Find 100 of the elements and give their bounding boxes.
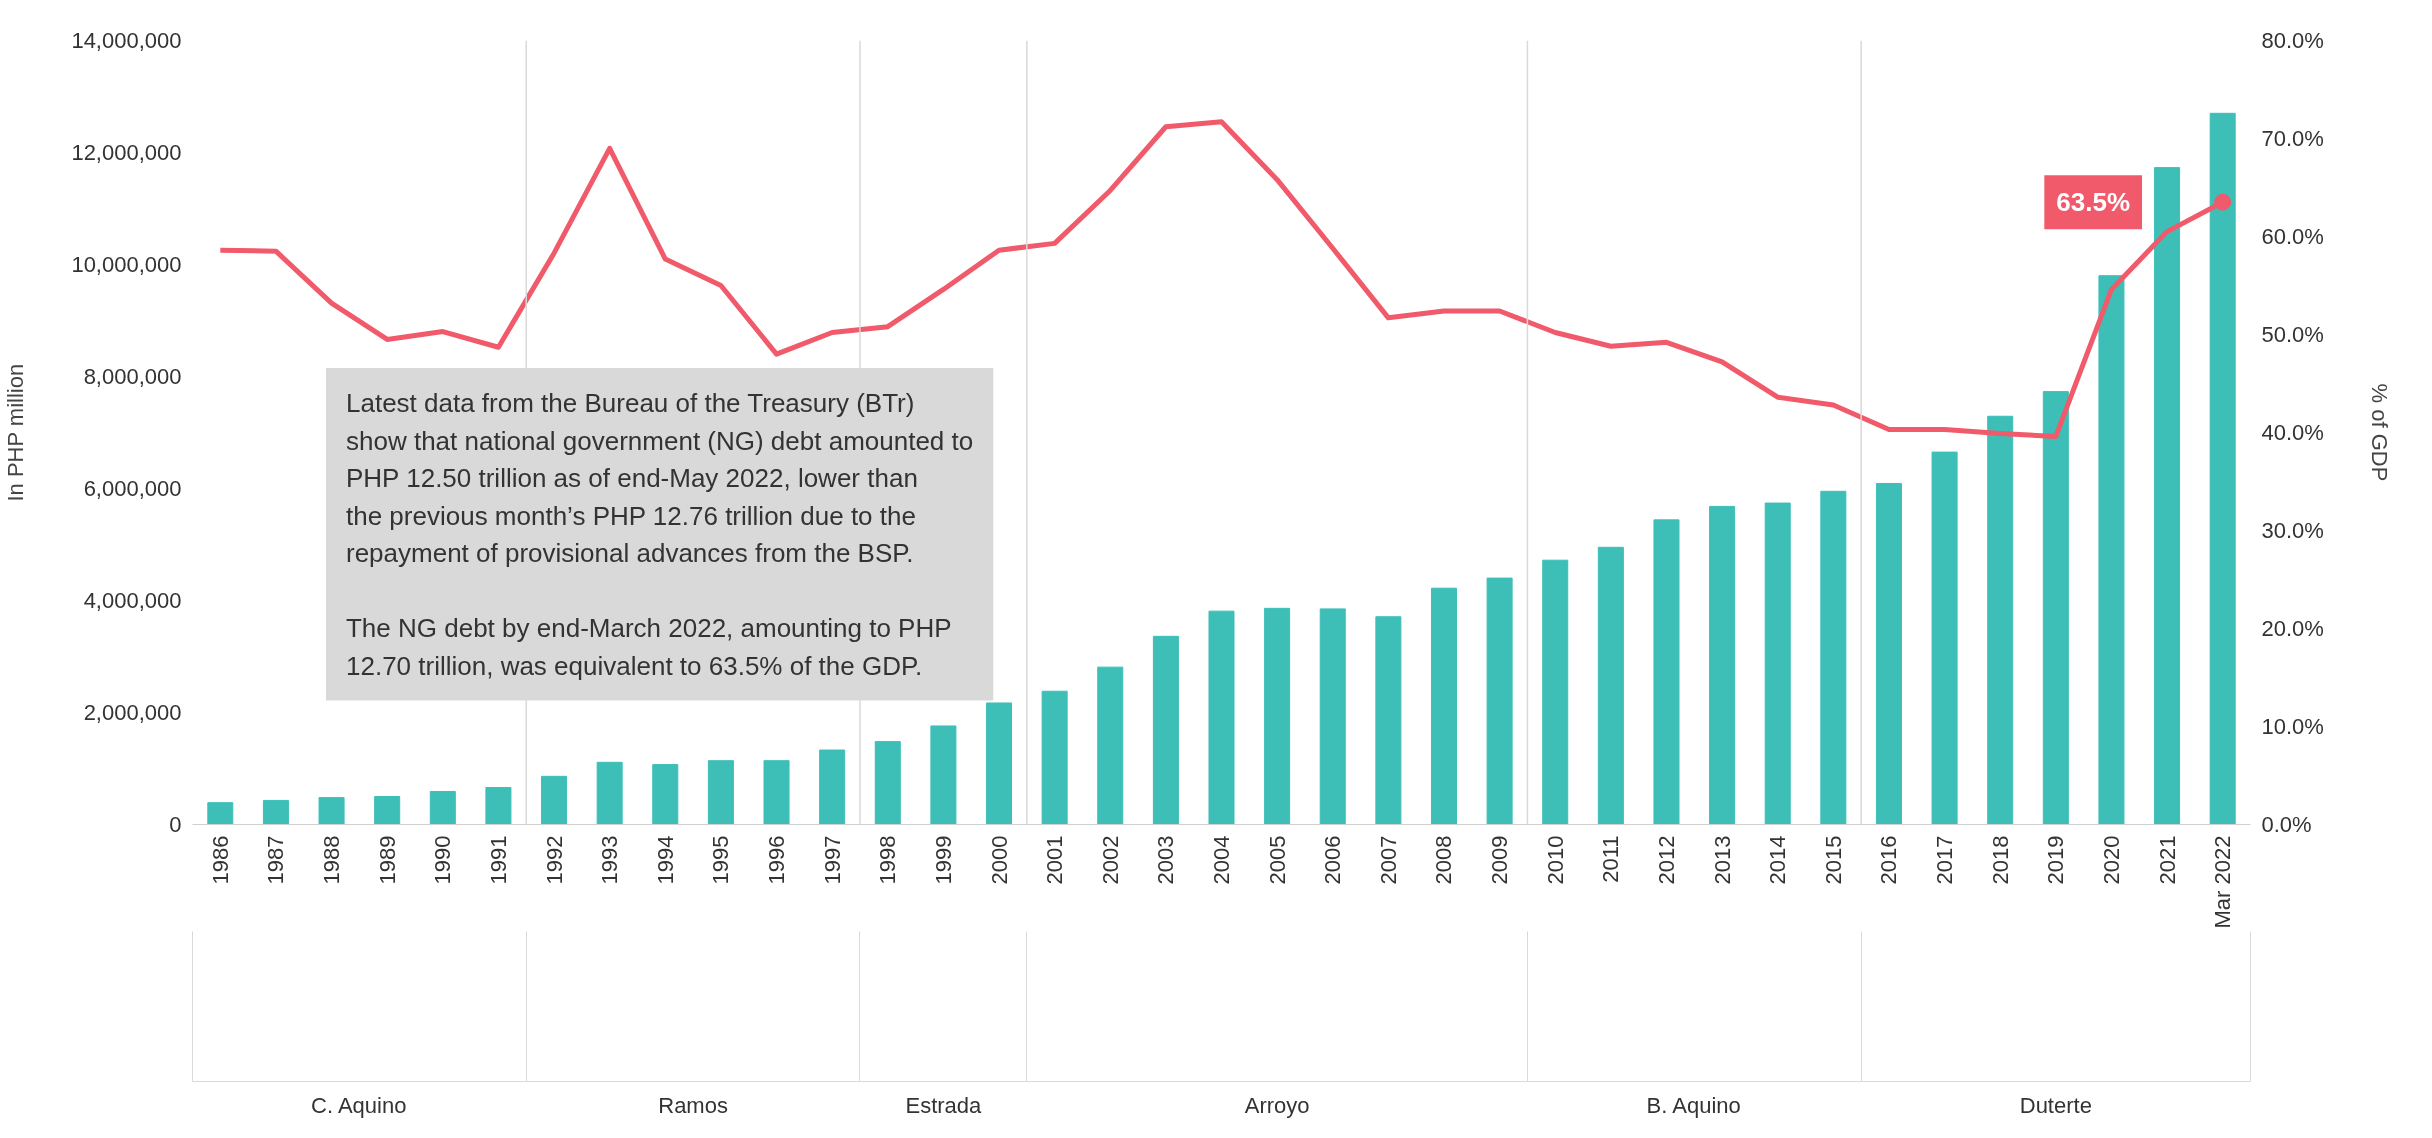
x-tick-label: 2000 — [986, 835, 1012, 885]
x-tick-label: 1992 — [541, 835, 567, 885]
bar — [429, 790, 456, 825]
bar — [596, 761, 623, 825]
x-tick-label: 2008 — [1431, 835, 1457, 885]
bar — [1542, 559, 1569, 825]
x-tick-label: 2006 — [1320, 835, 1346, 885]
x-tick-label: 2001 — [1042, 835, 1068, 885]
bar — [1597, 546, 1624, 825]
x-tick-label: 1997 — [819, 835, 845, 885]
bar — [1875, 482, 1902, 825]
y-tick-label: 12,000,000 — [71, 140, 182, 165]
bar — [262, 799, 289, 825]
y-tick-label: 10,000,000 — [71, 252, 182, 277]
y2-tick-label: 50.0% — [2261, 322, 2324, 347]
x-tick-label: 2014 — [1765, 835, 1791, 885]
text: Duterte — [2019, 1092, 2092, 1118]
bar — [819, 749, 846, 825]
x-tick-label: 2019 — [2043, 835, 2069, 885]
bar — [2154, 167, 2181, 825]
x-tick-label: 1991 — [485, 835, 511, 885]
y2-tick-label: 70.0% — [2261, 126, 2324, 151]
bar — [541, 775, 568, 825]
bar — [2042, 391, 2069, 825]
x-tick-label: 2012 — [1653, 835, 1679, 885]
x-tick-label: 2021 — [2154, 835, 2180, 885]
text: Ramos — [658, 1092, 728, 1118]
x-tick-label: 2015 — [1820, 835, 1846, 885]
x-tick-label: 1998 — [875, 835, 901, 885]
bar — [1486, 577, 1513, 825]
bar — [2209, 112, 2236, 825]
x-tick-label: 1986 — [207, 835, 233, 885]
x-tick-label: 1993 — [597, 835, 623, 885]
y2-tick-label: 30.0% — [2261, 518, 2324, 543]
x-tick-label: 2010 — [1542, 835, 1568, 885]
bar — [1764, 502, 1791, 825]
bar — [1430, 587, 1457, 825]
bar — [1709, 505, 1736, 825]
y-tick-label: 8,000,000 — [83, 364, 182, 389]
x-tick-label: 1999 — [930, 835, 956, 885]
x-tick-label: 1988 — [319, 835, 345, 885]
y2-tick-label: 80.0% — [2261, 28, 2324, 53]
x-tick-label: 1994 — [652, 835, 678, 885]
bar — [1931, 451, 1958, 825]
bar — [207, 802, 234, 825]
y2-tick-label: 20.0% — [2261, 616, 2324, 641]
annotation: Latest data from the Bureau of the Treasury (BTr) show that national government (NG) debt amounted to PHP 12.50 trillion as of end-May 2022, lower than the previous month’s PHP 12.76 trillion due to the repayment of provisional advances from the BSP. — [345, 388, 974, 569]
y2-tick-label: 40.0% — [2261, 420, 2324, 445]
x-tick-label: 2011 — [1598, 835, 1624, 883]
bar — [1264, 607, 1291, 825]
x-tick-label: 2009 — [1487, 835, 1513, 885]
x-tick-label: 2005 — [1264, 835, 1290, 885]
bar — [652, 764, 679, 825]
bar — [874, 741, 901, 825]
text: Estrada — [905, 1092, 983, 1118]
annotation: The NG debt by end-March 2022, amounting to PHP 12.70 trillion, was equivalent to 63.5% of the GDP. — [345, 613, 952, 681]
x-tick-label: 2018 — [1987, 835, 2013, 885]
x-tick-label: 1990 — [430, 835, 456, 885]
bar — [1041, 690, 1068, 825]
x-tick-label: 2004 — [1209, 835, 1234, 885]
bar — [318, 797, 345, 825]
y-axis-title: In PHP million — [3, 363, 29, 502]
x-tick-label: 2007 — [1375, 835, 1401, 885]
x-tick-label: 1987 — [263, 835, 289, 885]
bar — [1152, 635, 1179, 825]
y-tick-label: 6,000,000 — [83, 476, 182, 501]
bar — [986, 702, 1013, 825]
bar — [763, 760, 790, 825]
bar — [707, 760, 734, 825]
y-tick-label: 0 — [169, 812, 182, 837]
x-tick-label: Mar 2022 — [2210, 835, 2236, 929]
text: C. Aquino — [311, 1092, 407, 1118]
bar — [1375, 616, 1402, 825]
bar — [1653, 519, 1680, 825]
x-tick-label: 1989 — [374, 835, 400, 885]
y-tick-label: 4,000,000 — [83, 588, 182, 613]
bar — [1987, 415, 2014, 825]
text: Arroyo — [1244, 1092, 1310, 1118]
bar — [1097, 666, 1124, 825]
x-tick-label: 1996 — [764, 835, 790, 885]
x-tick-label: 2017 — [1932, 835, 1958, 885]
y-tick-label: 2,000,000 — [83, 700, 182, 725]
y2-tick-label: 10.0% — [2261, 714, 2324, 739]
x-tick-label: 2013 — [1709, 835, 1735, 885]
bar — [1319, 608, 1346, 825]
bar — [374, 796, 401, 825]
y2-tick-label: 0.0% — [2261, 812, 2312, 837]
x-tick-label: 2020 — [2098, 835, 2124, 885]
y-tick-label: 14,000,000 — [71, 28, 182, 53]
bar — [1208, 610, 1235, 825]
annotation: 63.5% — [2056, 187, 2131, 218]
x-tick-label: 1995 — [708, 835, 734, 885]
x-tick-label: 2016 — [1876, 835, 1902, 885]
y2-tick-label: 60.0% — [2261, 224, 2324, 249]
bar — [1820, 490, 1847, 825]
text: B. Aquino — [1646, 1092, 1741, 1118]
bar — [930, 725, 957, 825]
bar — [485, 787, 512, 825]
x-tick-label: 2002 — [1097, 835, 1123, 885]
y2-axis-title: % of GDP — [2366, 383, 2392, 482]
